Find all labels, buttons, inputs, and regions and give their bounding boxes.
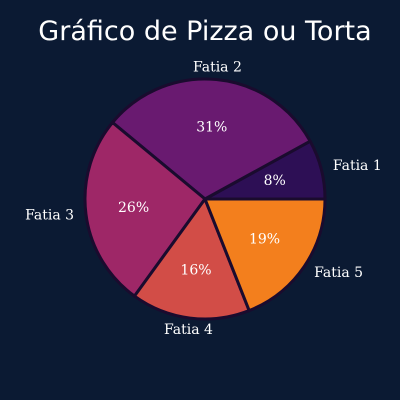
pie-slices [83, 77, 327, 321]
slice-category-label: Fatia 2 [193, 60, 242, 76]
slice-percent-label: 16% [180, 262, 211, 278]
slice-percent-label: 31% [196, 119, 227, 135]
pie-slice [83, 121, 207, 298]
slice-percent-label: 26% [118, 200, 149, 216]
slice-percent-label: 19% [249, 231, 280, 247]
slice-category-label: Fatia 4 [164, 322, 213, 338]
pie-slice [111, 77, 312, 201]
pie-slice [132, 197, 251, 321]
chart-title: Gráfico de Pizza ou Torta [38, 16, 371, 47]
slice-percent-label: 8% [264, 173, 286, 189]
slice-category-label: Fatia 5 [314, 265, 363, 281]
pie-slice [203, 197, 327, 313]
slice-category-label: Fatia 1 [333, 158, 382, 174]
pie-labels: 8% Fatia 1 31% Fatia 2 26% Fatia 3 16% Fatia 4 1… [25, 60, 382, 338]
slice-category-label: Fatia 3 [25, 208, 74, 224]
